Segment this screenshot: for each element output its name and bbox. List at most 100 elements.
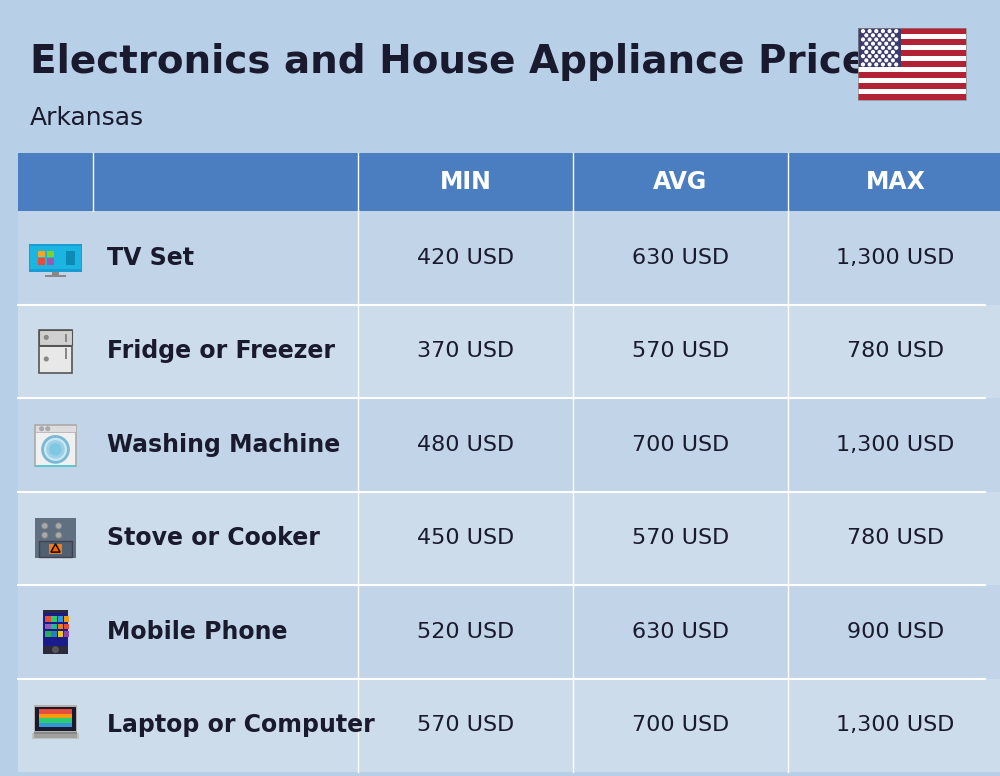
Circle shape — [882, 55, 884, 57]
Circle shape — [865, 59, 868, 61]
Circle shape — [868, 63, 871, 66]
Bar — [858, 72, 966, 78]
Bar — [788, 491, 1000, 585]
Bar — [358, 153, 573, 211]
Bar — [788, 211, 1000, 304]
Bar — [39, 345, 72, 347]
Text: Arkansas: Arkansas — [30, 106, 144, 130]
Circle shape — [882, 29, 884, 33]
Bar — [47, 258, 54, 265]
Text: 570 USD: 570 USD — [632, 341, 729, 362]
Circle shape — [888, 55, 891, 57]
Circle shape — [892, 42, 894, 45]
Circle shape — [44, 335, 48, 339]
Bar — [358, 585, 573, 678]
Bar — [66, 251, 75, 265]
Bar — [93, 398, 358, 491]
Bar — [30, 246, 81, 269]
Bar — [358, 491, 573, 585]
Bar — [93, 304, 358, 398]
Text: AVG: AVG — [653, 170, 708, 194]
Circle shape — [57, 524, 60, 528]
Bar — [858, 78, 966, 83]
Bar — [32, 733, 79, 739]
Bar — [34, 705, 77, 733]
Circle shape — [865, 34, 868, 36]
Circle shape — [862, 63, 864, 66]
Bar — [58, 616, 63, 622]
Text: 520 USD: 520 USD — [417, 622, 514, 642]
Circle shape — [872, 50, 874, 54]
Bar — [38, 258, 45, 265]
Bar — [39, 330, 72, 345]
Bar — [39, 723, 72, 727]
Bar — [58, 624, 63, 629]
Bar — [35, 424, 76, 432]
Circle shape — [865, 42, 868, 45]
Bar — [43, 609, 68, 654]
Bar — [45, 631, 51, 636]
Circle shape — [56, 523, 61, 528]
Text: Electronics and House Appliance Prices: Electronics and House Appliance Prices — [30, 43, 891, 81]
Bar — [38, 251, 45, 258]
Bar — [93, 585, 358, 678]
Bar — [65, 348, 67, 359]
Bar — [35, 518, 76, 558]
Bar — [18, 491, 93, 585]
Bar — [788, 398, 1000, 491]
Text: MAX: MAX — [866, 170, 925, 194]
Bar — [858, 28, 901, 67]
Circle shape — [872, 59, 874, 61]
Bar — [858, 67, 966, 72]
Circle shape — [40, 427, 43, 431]
Bar — [34, 732, 77, 734]
Bar — [573, 211, 788, 304]
Text: Fridge or Freezer: Fridge or Freezer — [107, 339, 335, 363]
Bar — [93, 491, 358, 585]
Circle shape — [42, 532, 47, 538]
Text: 1,300 USD: 1,300 USD — [836, 248, 955, 268]
Circle shape — [862, 55, 864, 57]
Circle shape — [882, 38, 884, 41]
PathPatch shape — [51, 544, 60, 553]
Bar — [858, 28, 966, 33]
Circle shape — [888, 29, 891, 33]
Circle shape — [43, 436, 68, 462]
Bar — [858, 95, 966, 100]
Circle shape — [878, 34, 881, 36]
Circle shape — [875, 29, 878, 33]
Circle shape — [862, 47, 864, 49]
Text: Washing Machine: Washing Machine — [107, 433, 340, 457]
Bar — [51, 624, 57, 629]
Bar — [358, 678, 573, 772]
Circle shape — [885, 59, 888, 61]
Text: 630 USD: 630 USD — [632, 248, 729, 268]
Text: 1,300 USD: 1,300 USD — [836, 715, 955, 735]
Bar — [39, 714, 72, 718]
Bar — [358, 304, 573, 398]
Bar — [64, 631, 69, 636]
Circle shape — [885, 50, 888, 54]
Text: 420 USD: 420 USD — [417, 248, 514, 268]
Circle shape — [868, 29, 871, 33]
Bar — [858, 83, 966, 89]
Bar — [45, 275, 66, 277]
Bar — [18, 585, 93, 678]
Bar — [788, 585, 1000, 678]
Circle shape — [888, 63, 891, 66]
Circle shape — [865, 50, 868, 54]
Circle shape — [868, 55, 871, 57]
Text: 900 USD: 900 USD — [847, 622, 944, 642]
Bar — [18, 304, 93, 398]
Text: 370 USD: 370 USD — [417, 341, 514, 362]
Circle shape — [43, 524, 47, 528]
Bar — [35, 465, 76, 467]
Circle shape — [862, 29, 864, 33]
Bar — [18, 678, 93, 772]
Text: 780 USD: 780 USD — [847, 528, 944, 549]
Circle shape — [44, 357, 48, 361]
Circle shape — [895, 63, 898, 66]
Bar — [39, 709, 72, 713]
Circle shape — [868, 47, 871, 49]
Bar — [35, 707, 76, 732]
